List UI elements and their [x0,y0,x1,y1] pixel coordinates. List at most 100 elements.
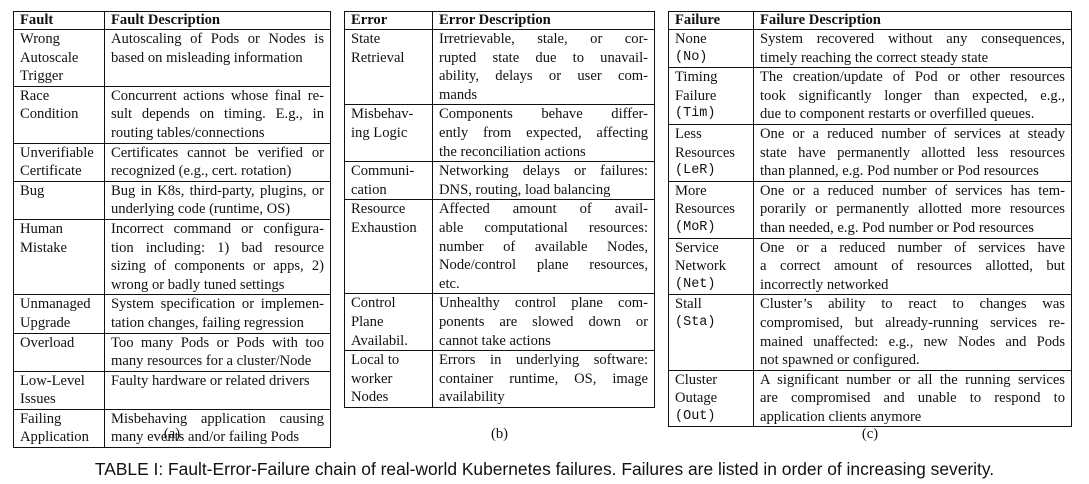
row-description-line: tion including: 1) bad resource [111,239,324,256]
row-name-line: Unmanaged [20,296,91,313]
row-name-line: Plane [351,313,384,330]
table-row: Stall (Sta) Cluster’s ability to react to … [668,294,1072,371]
row-name-line: Service [675,239,719,256]
row-description-line: Irretrievable, stale, or cor- [439,31,648,47]
row-description-line: Affected amount of avail- [439,201,648,218]
row-description-line: ently from expected, affecting [439,124,648,141]
row-description-cell: Certificates cannot be verified or recogn… [104,142,331,182]
row-name-line: ing Logic [351,124,408,141]
row-name-line: Nodes [351,389,389,406]
row-description-cell: One or a reduced number of services have… [753,237,1072,296]
row-name-line: Autoscale [20,49,79,66]
subfigure-label-a: (a) [163,426,181,442]
row-description-line: One or a reduced number of services has … [760,182,1065,199]
row-description-cell: Errors in underlying software: container … [432,350,655,408]
row-description-line: Autoscaling of Pods or Nodes is [111,31,324,47]
row-description-cell: Incorrect command or configura-tion incl… [104,218,331,296]
row-name-line: Trigger [20,68,64,85]
row-description-line: Cluster’s ability to react to changes wa… [760,296,1065,313]
row-description-line: availability [439,389,505,406]
row-name-line: Wrong [20,31,60,47]
failure-code: (Tim) [675,106,716,122]
row-name-cell: Resource Exhaustion [344,199,433,295]
row-description-line: Certificates cannot be verified or [111,144,324,161]
table-row: Wrong Autoscale Trigger Autoscaling of Pods… [13,29,331,87]
table-row: Control Plane Availabil. Unhealthy control … [344,293,655,352]
row-description-cell: A significant number or all the running … [753,369,1072,428]
row-description-line: number of available Nodes, [439,238,648,255]
row-name-line: Stall [675,296,702,313]
row-name-cell: Overload [13,332,105,372]
row-description-cell: Concurrent actions whose final re-sult d… [104,85,331,144]
row-name-cell: Human Mistake [13,218,105,296]
table-row: Race Condition Concurrent actions whose fi… [13,85,331,144]
row-name-line: More [675,182,707,199]
row-description-line: A significant number or all the running … [760,371,1065,388]
table-row: Cluster Outage (Out) A significant number o… [668,369,1072,428]
table-row: Misbehav-ing Logic Components behave diff… [344,104,655,163]
table-row: Unmanaged Upgrade System specification or … [13,294,331,334]
row-name-cell: Race Condition [13,85,105,144]
row-description-line: routing tables/connections [111,124,265,141]
row-name-cell: None (No) [668,28,754,69]
row-description-line: underlying code (runtime, OS) [111,201,291,218]
row-description-cell: One or a reduced number of services at s… [753,123,1072,182]
row-name-line: Network [675,258,727,275]
row-name-line: Misbehav- [351,106,414,123]
table-row: State Retrieval Irretrievable, stale, or c… [344,28,655,106]
row-description-cell: Networking delays or failures: DNS, routi… [432,161,655,201]
table-row: Communi-cation Networking delays or failu… [344,161,655,201]
row-name-cell: Misbehav-ing Logic [344,104,433,163]
row-description-line: Incorrect command or configura- [111,220,324,237]
row-description-line: many events and/or failing Pods [111,429,300,446]
table-row: Service Network (Net) One or a reduced numb… [668,237,1072,296]
failure-code: (LeR) [675,163,716,179]
table-row: Low-Level Issues Faulty hardware or relate… [13,370,331,410]
row-description-line: recognized (e.g., cert. rotation) [111,163,292,180]
row-description-cell: The creation/update of Pod or other reso… [753,67,1072,125]
row-description-line: due to component restarts or overfilled … [760,106,1035,123]
row-name-line: cation [351,181,387,198]
row-description-line: state have permanently allotted less res… [760,144,1065,161]
table-row: Failing Application Misbehaving applicatio… [13,408,331,449]
row-description-line: a correct amount of resources allotted, … [760,258,1065,275]
row-description-line: DNS, routing, load balancing [439,181,611,198]
row-description-line: tation changes, failing regression [111,314,304,331]
row-description-line: Faulty hardware or related drivers [111,372,310,389]
row-description-line: The creation/update of Pod or other reso… [760,69,1065,86]
row-description-cell: Autoscaling of Pods or Nodes is based on … [104,29,331,87]
row-description-line: Too many Pods or Pods with too [111,334,324,351]
row-description-line: compromised, but already-running service… [760,314,1065,331]
row-description-line: ability, delays or user com- [439,68,648,85]
fault-table-body: Wrong Autoscale Trigger Autoscaling of Pods… [13,29,331,449]
row-description-line: Concurrent actions whose final re- [111,87,324,104]
table-row: None (No) System recovered without any con… [668,28,1072,69]
row-name-line: Control [351,295,396,312]
row-name-line: Failing [20,410,62,427]
row-description-cell: System recovered without any consequence… [753,28,1072,69]
fault-header: Fault [13,11,105,30]
table-row: Resource Exhaustion Affected amount of ava… [344,199,655,295]
row-name-line: Overload [20,334,75,351]
row-name-cell: Less Resources (LeR) [668,123,754,182]
table-row: Human Mistake Incorrect command or configu… [13,218,331,296]
failure-code: (MoR) [675,219,716,235]
row-description-line: Bug in K8s, third-party, plugins, or [111,182,324,199]
failure-description-header: Failure Description [753,11,1072,30]
row-name-line: Less [675,125,702,142]
row-name-line: Exhaustion [351,219,417,236]
row-description-cell: Irretrievable, stale, or cor-rupted stat… [432,28,655,106]
row-name-cell: Failing Application [13,408,105,449]
row-name-line: Retrieval [351,49,405,66]
row-description-cell: Affected amount of avail-able computatio… [432,199,655,295]
row-description-line: rupted state due to unavail- [439,49,648,66]
row-name-cell: Communi-cation [344,161,433,201]
row-description-line: Unhealthy control plane com- [439,295,648,312]
row-name-cell: Wrong Autoscale Trigger [13,29,105,87]
row-description-line: cannot take actions [439,332,551,349]
row-description-line: many resources for a cluster/Node [111,353,312,370]
row-name-line: Condition [20,106,79,123]
row-description-cell: Bug in K8s, third-party, plugins, or unde… [104,180,331,220]
row-description-line: Components behave differ- [439,106,648,123]
row-description-line: System recovered without any consequence… [760,31,1065,47]
